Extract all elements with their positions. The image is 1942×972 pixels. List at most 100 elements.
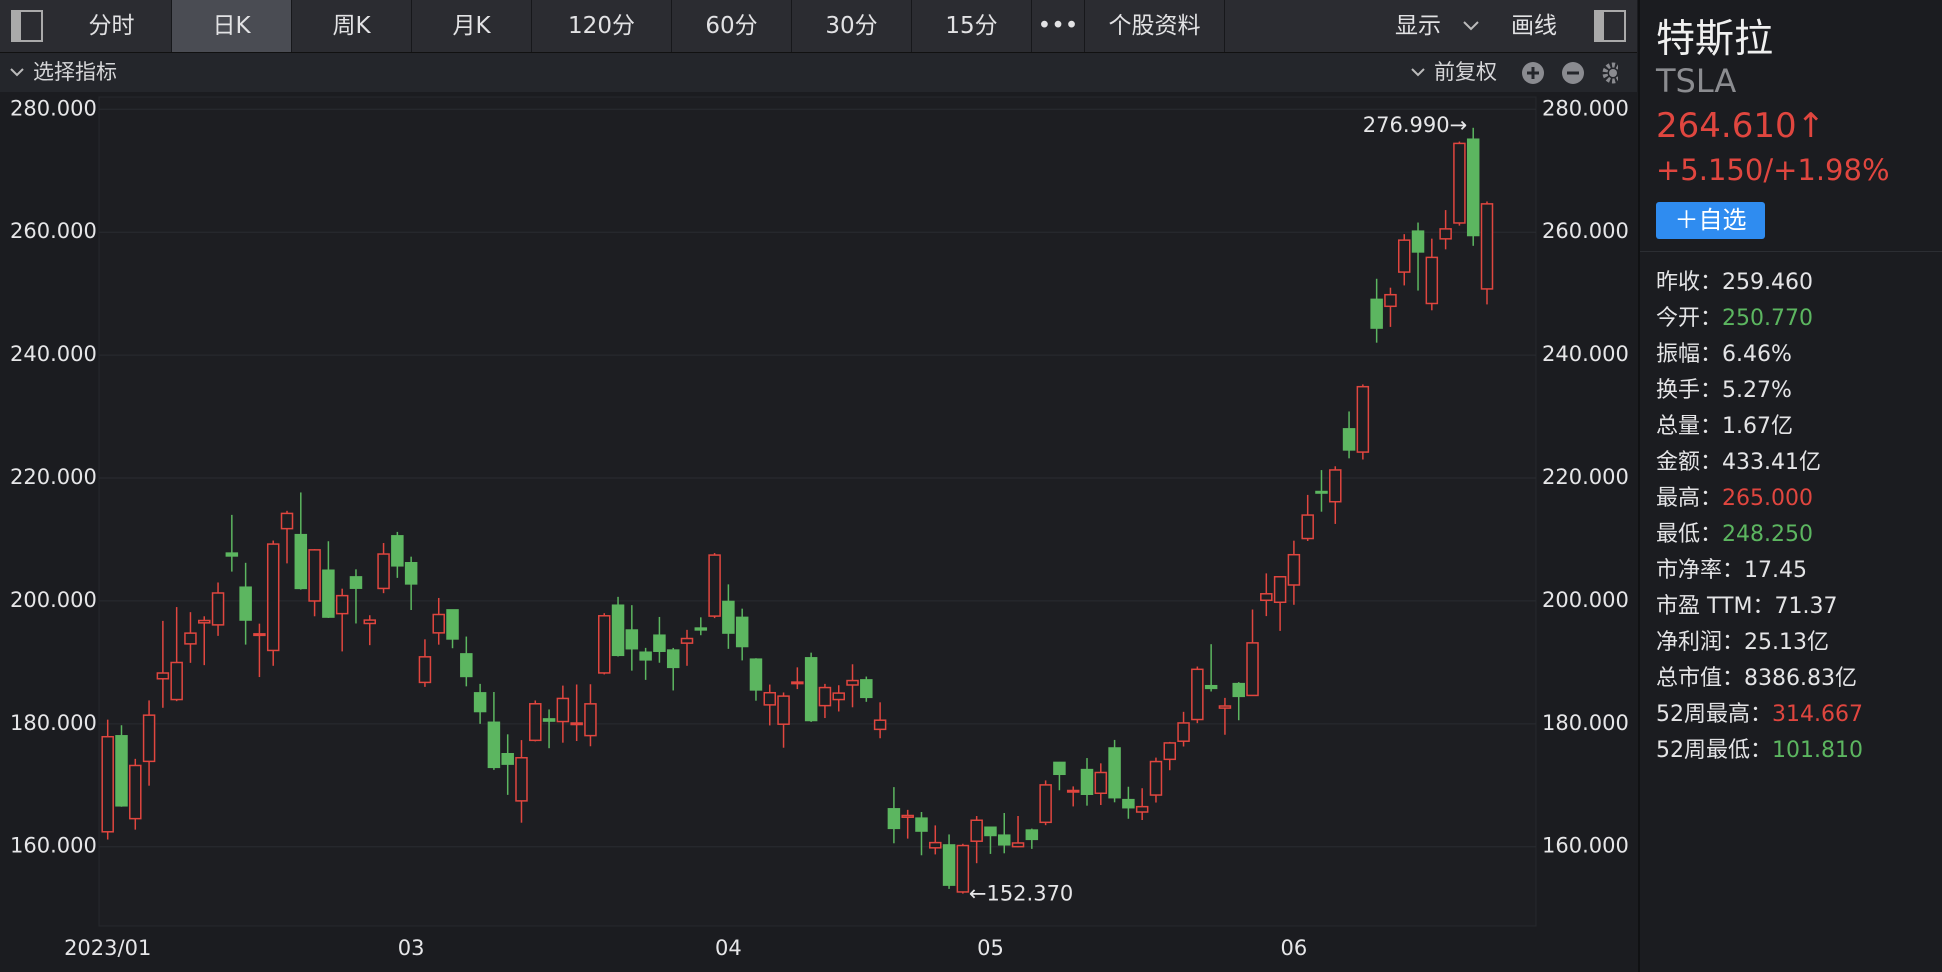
candle-body <box>280 512 294 530</box>
candle-body <box>749 658 763 691</box>
candle-body <box>1039 784 1052 824</box>
candle-body <box>184 632 197 645</box>
candle-body <box>418 656 432 684</box>
candle-body <box>1149 760 1163 796</box>
candle-body <box>1066 789 1080 793</box>
adjust-select[interactable]: 前复权 <box>1434 60 1497 84</box>
tab[interactable]: 分时 <box>52 0 172 52</box>
plot-area <box>98 96 1537 927</box>
tab[interactable]: 15分 <box>912 0 1032 52</box>
tab[interactable]: 120分 <box>532 0 672 52</box>
display-button[interactable]: 显示 <box>1395 13 1441 39</box>
field-value: 250.770 <box>1722 306 1813 331</box>
field-value: 8386.83亿 <box>1744 666 1857 691</box>
y-tick-label: 260.000 <box>1542 219 1629 243</box>
candle-body <box>363 619 377 625</box>
field-row: 昨收：259.460 <box>1656 264 1813 296</box>
candle-body <box>915 817 928 832</box>
candle-body <box>1232 682 1245 698</box>
y-tick-label: 260.000 <box>10 219 97 243</box>
candle-body <box>1011 842 1025 848</box>
candle-body <box>611 604 625 657</box>
candle-body <box>860 679 873 699</box>
candle-body <box>1177 722 1190 742</box>
extreme-label: ←152.370 <box>969 882 1073 906</box>
extreme-label: 276.990→ <box>1363 113 1467 137</box>
tab[interactable]: ••• <box>1032 0 1085 52</box>
field-row: 总市值：8386.83亿 <box>1656 660 1857 692</box>
candle-body <box>722 600 735 634</box>
y-tick-label: 240.000 <box>1542 342 1629 366</box>
y-tick-label: 280.000 <box>1542 96 1629 120</box>
candle-body <box>832 692 845 701</box>
field-row: 总量：1.67亿 <box>1656 408 1793 440</box>
y-tick-label: 220.000 <box>1542 465 1629 489</box>
candle-body <box>1080 768 1094 795</box>
candle-body <box>239 586 252 621</box>
field-label: 市盈 TTM： <box>1656 594 1775 619</box>
candle-body <box>115 735 128 807</box>
candle-body <box>777 695 790 725</box>
field-value: 17.45 <box>1744 558 1807 583</box>
candle-body <box>404 562 418 585</box>
tab[interactable]: 周K <box>292 0 412 52</box>
tab[interactable]: 60分 <box>672 0 792 52</box>
candle-body <box>1384 293 1397 308</box>
y-tick-label: 240.000 <box>10 342 97 366</box>
indicator-select[interactable]: 选择指标 <box>33 60 117 84</box>
divider <box>1640 251 1942 252</box>
field-row: 最高：265.000 <box>1656 480 1813 512</box>
candle-body <box>501 752 514 765</box>
toolbar: 分时 日K 周K 月K 120分 60分 30分 15分 ••• 个股资料 显示 画线 <box>0 0 1637 53</box>
x-tick-label: 06 <box>1281 936 1308 960</box>
panel-icon[interactable] <box>1592 0 1632 52</box>
field-value: 6.46% <box>1722 342 1792 367</box>
y-tick-label: 160.000 <box>1542 834 1629 858</box>
candle-body <box>639 651 652 661</box>
candle-body <box>1287 553 1301 586</box>
tab[interactable]: 30分 <box>792 0 912 52</box>
candle-body <box>1191 668 1204 721</box>
candle-body <box>1439 228 1452 240</box>
tab[interactable]: 个股资料 <box>1085 0 1225 52</box>
candle-body <box>873 719 887 731</box>
x-tick-label: 04 <box>715 936 742 960</box>
candle-body <box>1163 742 1177 761</box>
candle-body <box>901 814 914 818</box>
tab[interactable]: 月K <box>412 0 532 52</box>
candle-body <box>1342 428 1356 451</box>
field-label: 总量： <box>1656 414 1723 439</box>
layout-icon[interactable] <box>0 0 52 52</box>
stock-code: TSLA <box>1656 62 1737 100</box>
field-label: 净利润： <box>1656 630 1745 655</box>
candle-body <box>142 714 156 763</box>
x-tick-label: 03 <box>398 936 425 960</box>
candle-body <box>735 616 749 648</box>
price: 264.610↑ <box>1656 106 1826 146</box>
candle-body <box>1301 514 1314 540</box>
candle-body <box>1135 805 1149 813</box>
tab[interactable]: 日K <box>172 0 292 52</box>
candle-body <box>225 552 239 557</box>
draw-button[interactable]: 画线 <box>1511 13 1557 39</box>
zoom-icons[interactable] <box>1518 53 1618 92</box>
candle-body <box>597 615 611 674</box>
candle-body <box>694 627 708 631</box>
field-label: 52周最高： <box>1656 702 1772 727</box>
candle-body <box>294 533 308 590</box>
candle-body <box>1025 829 1039 841</box>
field-row: 市净率：17.45 <box>1656 552 1807 584</box>
candle-body <box>625 629 639 650</box>
candle-body <box>515 756 528 802</box>
field-row: 换手：5.27% <box>1656 372 1792 404</box>
field-label: 今开： <box>1656 306 1723 331</box>
candle-body <box>101 735 114 833</box>
candle-body <box>1122 798 1135 809</box>
field-label: 市净率： <box>1656 558 1745 583</box>
candle-body <box>556 697 570 723</box>
watchlist-button[interactable]: ＋自选 <box>1656 202 1765 239</box>
candle-body <box>322 569 335 618</box>
candle-body <box>308 549 321 602</box>
y-tick-label: 180.000 <box>1542 711 1629 735</box>
candle-body <box>198 619 211 624</box>
